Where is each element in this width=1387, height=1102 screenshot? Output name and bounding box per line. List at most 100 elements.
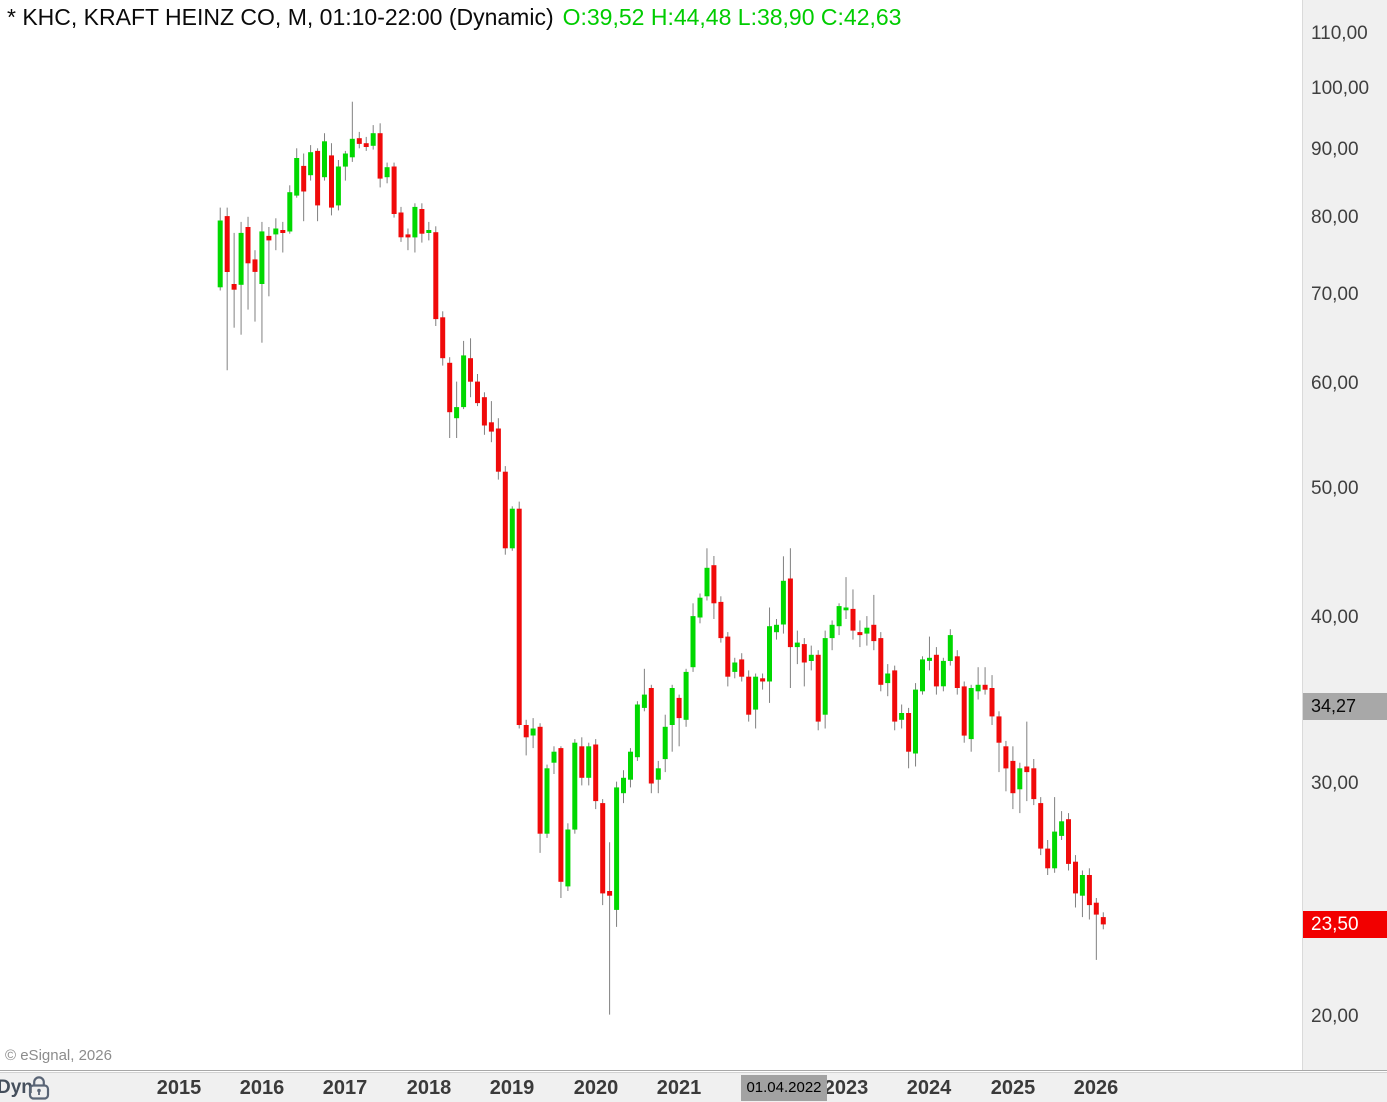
price-axis-label: 20,00 <box>1311 1006 1359 1027</box>
candle-body-2018-06 <box>461 355 467 408</box>
candle-body-2016-10 <box>322 141 327 178</box>
candle-body-2020-06 <box>628 751 633 780</box>
year-label-2023: 2023 <box>823 1077 869 1099</box>
candle-body-2020-05 <box>621 777 626 794</box>
candle-body-2025-07 <box>1052 831 1058 869</box>
candle-body-2021-05 <box>704 567 710 597</box>
candle-body-2024-03 <box>940 660 946 687</box>
candle-body-2015-08 <box>224 216 230 272</box>
candle-body-2020-03 <box>607 891 613 896</box>
last-price-badge: 23,50 <box>1303 911 1387 938</box>
cursor-date-badge: 01.04.2022 <box>741 1075 827 1101</box>
candle-body-2024-06 <box>961 686 967 736</box>
candle-body-2018-01 <box>426 230 432 233</box>
candle-body-2024-09 <box>982 684 988 690</box>
candle-body-2020-08 <box>641 694 647 708</box>
candle-body-2019-01 <box>509 508 515 549</box>
candle-body-2019-07 <box>551 751 557 763</box>
candle-body-2017-11 <box>412 206 418 238</box>
candle-body-2023-08 <box>892 670 898 722</box>
candle-body-2023-09 <box>899 713 905 720</box>
candle-body-2021-04 <box>697 597 703 618</box>
candle-body-2021-03 <box>690 616 696 668</box>
candle-body-2017-07 <box>384 167 390 178</box>
candle-body-2024-07 <box>968 688 974 740</box>
candle-body-2018-10 <box>488 422 494 432</box>
candle-body-2021-02 <box>683 671 689 720</box>
candle-body-2020-12 <box>669 688 675 725</box>
price-axis-label: 80,00 <box>1311 207 1359 228</box>
time-axis[interactable]: Dyn 201520162017201820192020202120222023… <box>0 1072 1387 1102</box>
chart-bottom-divider <box>0 1070 1387 1071</box>
candle-body-2022-06 <box>794 642 800 648</box>
candle-body-2025-04 <box>1031 768 1037 800</box>
candle-body-2018-04 <box>447 362 453 413</box>
candle-body-2016-06 <box>294 158 300 196</box>
candle-body-2025-02 <box>1017 768 1023 790</box>
candle-body-2021-08 <box>725 636 731 677</box>
candle-body-2016-04 <box>280 230 286 233</box>
candle-body-2017-02 <box>349 138 355 158</box>
candle-body-2022-09 <box>815 654 821 722</box>
price-axis-label: 100,00 <box>1311 78 1370 99</box>
price-axis-label: 110,00 <box>1311 23 1368 44</box>
candle-body-2024-08 <box>975 684 981 692</box>
candle-body-2023-05 <box>871 624 877 642</box>
candle-body-2016-09 <box>315 150 321 206</box>
candle-body-2024-11 <box>996 716 1002 743</box>
candle-body-2016-01 <box>259 231 265 284</box>
candle-body-2015-11 <box>245 227 251 264</box>
candle-body-2022-02 <box>767 626 772 682</box>
year-label-2025: 2025 <box>990 1077 1036 1099</box>
candle-body-2021-10 <box>739 659 745 677</box>
candle-body-2018-09 <box>481 397 487 426</box>
candle-body-2016-02 <box>266 235 272 241</box>
copyright-label: © eSignal, 2026 <box>5 1047 112 1064</box>
price-axis-label: 30,00 <box>1311 773 1359 794</box>
candle-body-2022-12 <box>836 606 842 627</box>
candle-body-2017-03 <box>356 138 362 144</box>
price-axis-label: 60,00 <box>1311 373 1359 394</box>
candle-body-2020-01 <box>593 744 599 802</box>
candle-body-2022-03 <box>774 624 779 633</box>
candle-body-2019-11 <box>579 746 585 778</box>
year-label-2020: 2020 <box>573 1077 619 1099</box>
candle-body-2018-02 <box>433 232 439 320</box>
candle-body-2023-07 <box>885 673 891 684</box>
candle-body-2022-07 <box>801 644 807 663</box>
candle-body-2022-08 <box>808 654 814 661</box>
candle-body-2020-10 <box>655 768 661 780</box>
candle-body-2016-11 <box>329 155 334 208</box>
candlestick-plot[interactable] <box>0 0 1302 1070</box>
candle-body-2025-09 <box>1066 819 1071 864</box>
candle-body-2017-06 <box>377 133 383 179</box>
candle-body-2018-12 <box>502 471 508 549</box>
candle-body-2017-04 <box>363 143 369 147</box>
candle-body-2017-12 <box>419 209 425 234</box>
price-axis[interactable]: 110,00 100,00 90,00 80,00 70,00 60,00 50,00 40,… <box>1302 0 1387 1070</box>
price-axis-label: 50,00 <box>1311 478 1359 499</box>
cursor-price-badge: 34,27 <box>1303 693 1387 720</box>
candle-body-2023-04 <box>864 627 870 634</box>
candle-body-2019-06 <box>544 768 550 834</box>
candle-body-2023-12 <box>920 659 925 692</box>
candle-body-2016-03 <box>273 228 279 235</box>
candle-body-2018-03 <box>440 317 446 359</box>
dyn-mode-label[interactable]: Dyn <box>0 1077 33 1098</box>
year-label-2024: 2024 <box>906 1077 952 1099</box>
candle-body-2022-10 <box>822 638 828 715</box>
lock-icon[interactable] <box>27 1075 51 1102</box>
candle-body-2019-03 <box>523 725 529 738</box>
candle-body-2025-11 <box>1079 875 1085 896</box>
candle-body-2025-03 <box>1024 766 1030 773</box>
price-axis-label: 90,00 <box>1311 139 1359 160</box>
candle-body-2018-08 <box>475 381 480 404</box>
candle-body-2024-01 <box>927 657 932 661</box>
candle-body-2021-12 <box>753 676 759 710</box>
candle-body-2019-09 <box>565 829 571 887</box>
candle-body-2021-06 <box>711 565 717 604</box>
candle-body-2016-05 <box>287 192 293 232</box>
candle-body-2024-02 <box>933 654 939 687</box>
candle-body-2020-07 <box>634 704 640 758</box>
candle-body-2024-10 <box>989 688 995 717</box>
